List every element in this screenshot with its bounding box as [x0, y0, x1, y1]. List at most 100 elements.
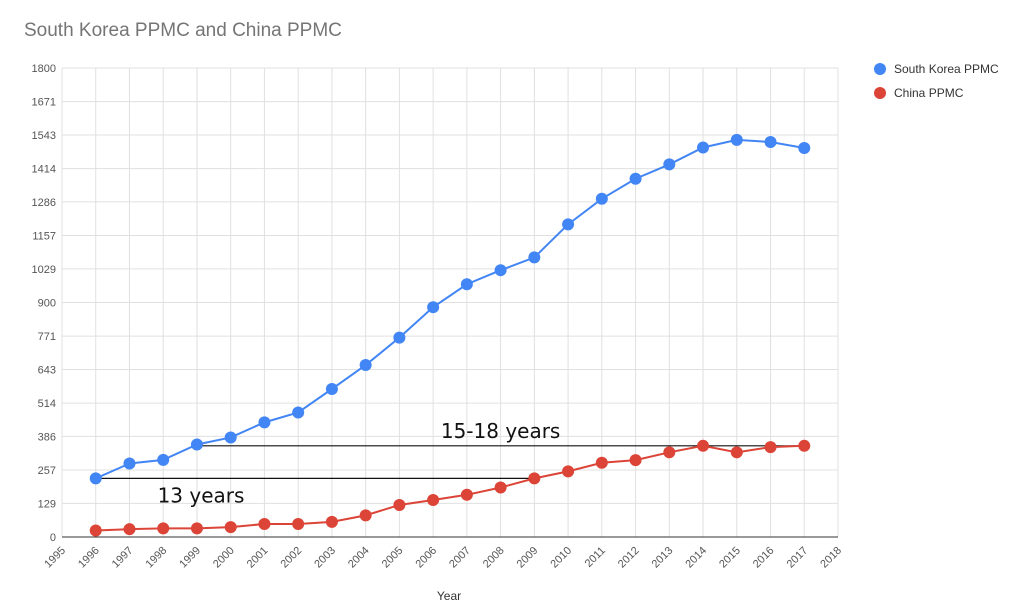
data-point[interactable]: [123, 457, 136, 470]
data-point[interactable]: [595, 192, 608, 205]
data-point[interactable]: [258, 517, 271, 530]
annotation-layer: 15-18 years 13 years: [95, 419, 805, 507]
data-point[interactable]: [427, 301, 440, 314]
data-point[interactable]: [393, 498, 406, 511]
data-point[interactable]: [292, 406, 305, 419]
x-tick-label: 2006: [413, 545, 439, 571]
data-point[interactable]: [224, 521, 237, 534]
data-point[interactable]: [562, 218, 575, 231]
x-tick-label: 1998: [144, 545, 170, 571]
data-point[interactable]: [494, 264, 507, 277]
legend-label: South Korea PPMC: [894, 62, 999, 76]
data-point[interactable]: [730, 133, 743, 146]
data-point[interactable]: [460, 488, 473, 501]
x-axis-title: Year: [437, 589, 461, 603]
y-tick-label: 129: [38, 498, 56, 510]
data-point[interactable]: [393, 331, 406, 344]
x-tick-label: 2012: [616, 545, 642, 571]
series-0: [89, 133, 811, 485]
x-tick-label: 2017: [785, 545, 811, 571]
y-tick-label: 1286: [32, 197, 56, 209]
data-point[interactable]: [157, 522, 170, 535]
x-tick-label: 2003: [312, 545, 338, 571]
data-point[interactable]: [157, 453, 170, 466]
y-tick-label: 514: [38, 398, 56, 410]
data-point[interactable]: [325, 515, 338, 528]
data-point[interactable]: [123, 523, 136, 536]
x-tick-label: 2008: [481, 545, 507, 571]
y-tick-label: 1800: [32, 63, 56, 75]
data-point[interactable]: [528, 251, 541, 264]
y-tick-label: 0: [50, 532, 56, 544]
data-point[interactable]: [697, 439, 710, 452]
data-point[interactable]: [528, 472, 541, 485]
x-tick-label: 2007: [447, 545, 473, 571]
data-point[interactable]: [764, 441, 777, 454]
x-tick-label: 1995: [42, 545, 68, 571]
data-point[interactable]: [258, 416, 271, 429]
y-tick-label: 900: [38, 298, 56, 310]
data-point[interactable]: [663, 446, 676, 459]
data-point[interactable]: [798, 141, 811, 154]
legend: South Korea PPMC China PPMC: [874, 62, 999, 100]
data-point[interactable]: [224, 431, 237, 444]
data-point[interactable]: [359, 359, 372, 372]
data-point[interactable]: [460, 278, 473, 291]
y-tick-label: 643: [38, 364, 56, 376]
y-tick-label: 257: [38, 465, 56, 477]
data-point[interactable]: [764, 135, 777, 148]
chart-title: South Korea PPMC and China PPMC: [24, 20, 342, 41]
y-tick-label: 1671: [32, 97, 56, 109]
series-line: [95, 138, 805, 480]
y-tick-label: 386: [38, 431, 56, 443]
y-tick-label: 771: [38, 331, 56, 343]
y-tick-label: 1543: [32, 130, 56, 142]
data-point[interactable]: [663, 158, 676, 171]
data-point[interactable]: [427, 494, 440, 507]
data-point[interactable]: [697, 141, 710, 154]
x-tick-label: 2009: [515, 545, 541, 571]
series-line: [95, 444, 805, 532]
x-tick-label: 1999: [177, 545, 203, 571]
x-tick-label: 2015: [717, 545, 743, 571]
data-point[interactable]: [595, 456, 608, 469]
data-point[interactable]: [89, 524, 102, 537]
data-point[interactable]: [730, 446, 743, 459]
x-tick-label: 2001: [245, 545, 271, 571]
series-1: [89, 439, 811, 537]
data-point[interactable]: [494, 481, 507, 494]
data-point[interactable]: [190, 522, 203, 535]
y-tick-label: 1157: [32, 231, 56, 243]
data-point[interactable]: [629, 454, 642, 467]
annotation-label: 13 years: [158, 483, 245, 507]
data-point[interactable]: [629, 172, 642, 185]
x-tick-label: 2005: [380, 545, 406, 571]
x-tick-label: 2014: [683, 545, 709, 571]
x-tick-label: 2016: [751, 545, 777, 571]
x-tick-label: 2010: [548, 545, 574, 571]
x-tick-label: 1996: [76, 545, 102, 571]
data-point[interactable]: [798, 439, 811, 452]
x-tick-label: 2002: [278, 545, 304, 571]
legend-marker: [874, 87, 886, 99]
data-point[interactable]: [190, 438, 203, 451]
x-tick-label: 2018: [818, 545, 844, 571]
data-point[interactable]: [359, 509, 372, 522]
legend-label: China PPMC: [894, 86, 964, 100]
data-point[interactable]: [89, 472, 102, 485]
x-tick-label: 2004: [346, 545, 372, 571]
series-layer: [89, 133, 811, 537]
y-tick-label: 1029: [32, 264, 56, 276]
data-point[interactable]: [292, 517, 305, 530]
x-tick-label: 2013: [650, 545, 676, 571]
x-tick-label: 2011: [583, 545, 608, 570]
x-tick-label: 2000: [211, 545, 237, 571]
axis-layer: 0 129 257 386 514 643 771 900 1029 1157 1286 1414 15…: [32, 63, 845, 570]
grid-layer: [61, 67, 839, 538]
legend-marker: [874, 63, 886, 75]
data-point[interactable]: [325, 383, 338, 396]
y-tick-label: 1414: [32, 164, 56, 176]
data-point[interactable]: [562, 465, 575, 478]
